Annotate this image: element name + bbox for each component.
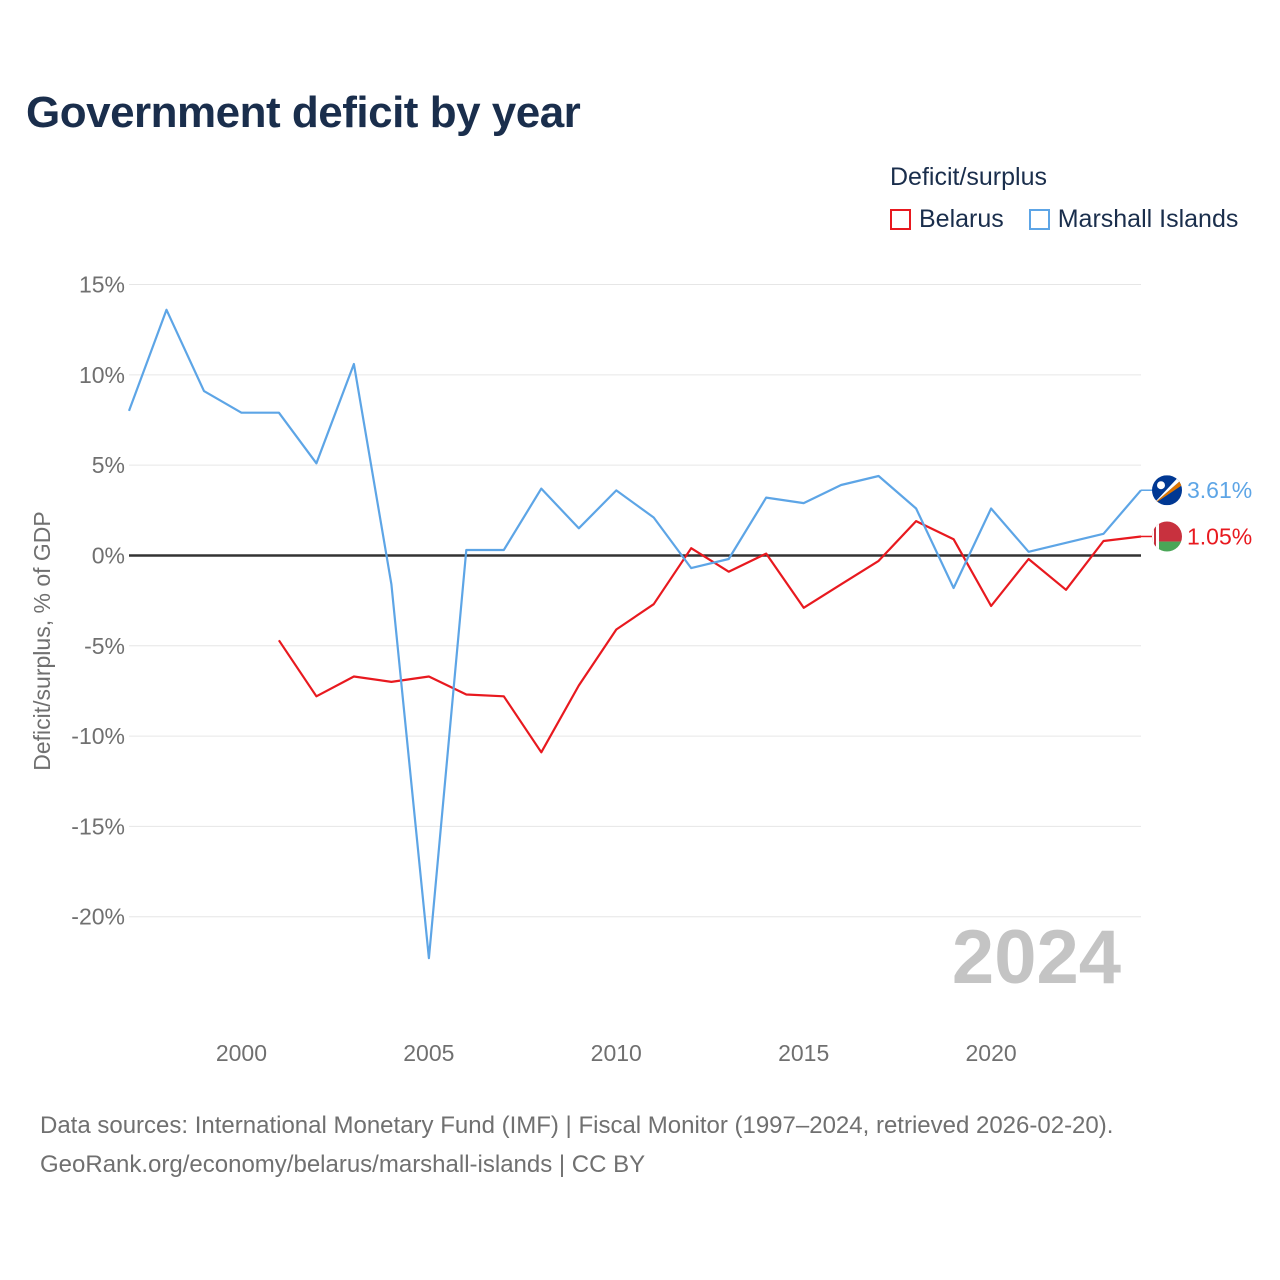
legend-item-marshall-islands[interactable]: Marshall Islands — [1028, 205, 1239, 234]
legend-label-marshall-islands: Marshall Islands — [1057, 205, 1239, 233]
belarus-flag-icon — [1152, 521, 1182, 552]
belarus-flag-ornament-line — [1154, 521, 1156, 552]
legend-title: Deficit/surplus — [890, 163, 1047, 191]
year-watermark: 2024 — [952, 915, 1121, 1000]
marshall-islands-flag-body — [1152, 475, 1182, 506]
series-line-belarus — [277, 520, 1142, 754]
legend-item-belarus[interactable]: Belarus — [890, 205, 1004, 234]
x-tick-label: 2005 — [403, 1040, 454, 1066]
y-tick-label: 10% — [79, 362, 125, 388]
belarus-flag-body — [1152, 521, 1182, 552]
y-tick-label: -5% — [84, 633, 125, 659]
marshall-flag-white — [1152, 475, 1182, 506]
end-label-belarus: 1.05% — [1187, 523, 1252, 549]
x-tick-label: 2015 — [778, 1040, 829, 1066]
y-axis-label: Deficit/surplus, % of GDP — [29, 511, 55, 770]
x-tick-label: 2000 — [216, 1040, 267, 1066]
y-tick-label: -10% — [71, 723, 125, 749]
belarus-flag-green — [1152, 541, 1182, 552]
footer-sources: Data sources: International Monetary Fun… — [40, 1112, 1114, 1139]
belarus-flag-red — [1152, 521, 1182, 542]
legend-label-belarus: Belarus — [919, 205, 1004, 233]
legend-swatch-marshall-islands — [1028, 209, 1050, 230]
y-tick-label: -20% — [71, 904, 125, 930]
x-tick-label: 2020 — [965, 1040, 1016, 1066]
y-tick-label: -15% — [71, 813, 125, 839]
legend-swatch-belarus — [890, 209, 911, 230]
marshall-flag-star — [1157, 481, 1165, 490]
y-tick-label: 0% — [92, 542, 125, 568]
footer: Data sources: International Monetary Fun… — [40, 1106, 1113, 1184]
end-label-marshall-islands: 3.61% — [1187, 477, 1252, 503]
legend: Belarus Marshall Islands — [890, 205, 1238, 237]
x-tick-label: 2010 — [591, 1040, 642, 1066]
marshall-islands-flag-icon — [1152, 475, 1182, 506]
y-tick-label: 5% — [92, 452, 125, 478]
chart-title: Government deficit by year — [26, 88, 581, 137]
y-tick-label: 15% — [79, 272, 125, 298]
series-line-marshall-islands — [127, 308, 1142, 960]
footer-attribution: GeoRank.org/economy/belarus/marshall-isl… — [40, 1151, 646, 1178]
